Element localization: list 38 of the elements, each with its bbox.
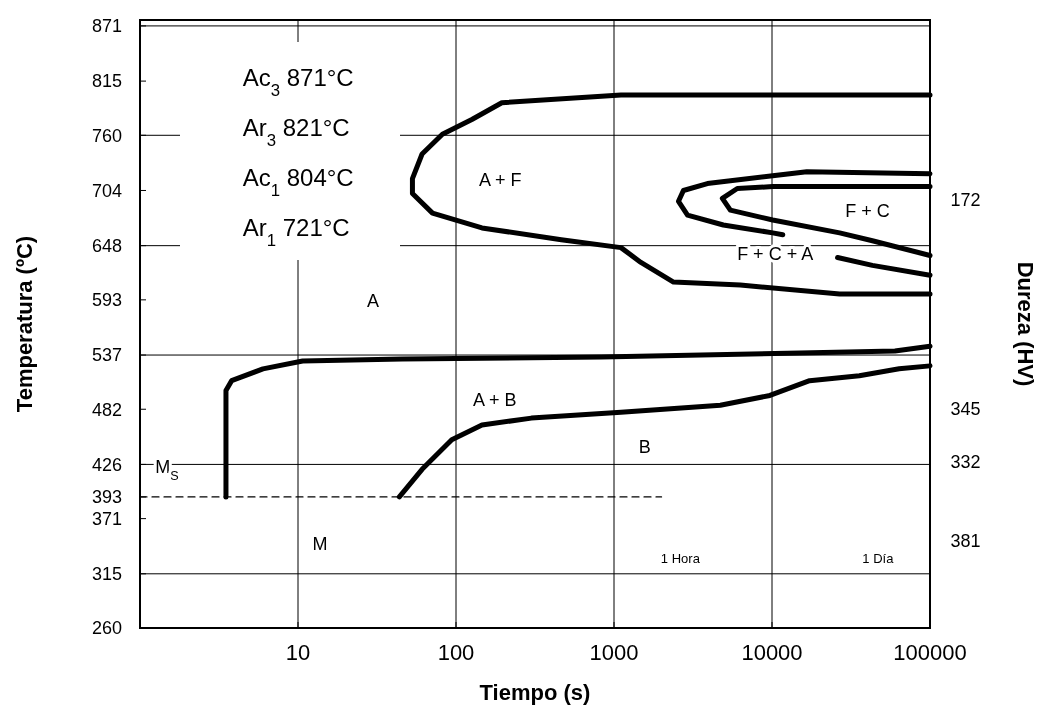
y2-axis-title: Dureza (HV) xyxy=(1013,261,1038,387)
annotation: 1 Día xyxy=(862,551,895,567)
annotation: Ac$_{3}$ 871°C xyxy=(242,64,354,100)
annotation: Ar$_{3}$ 821°C xyxy=(242,114,350,150)
annotation: A + B xyxy=(472,390,517,411)
annotation: F + C xyxy=(845,201,890,222)
y-tick-label: 537 xyxy=(91,345,122,366)
x-tick-label: 100000 xyxy=(893,640,967,665)
annotation: B xyxy=(638,437,651,458)
y-tick-label: 593 xyxy=(91,290,122,311)
y-tick-label: 371 xyxy=(91,508,122,529)
y-tick-label: 815 xyxy=(91,71,122,92)
text: 172 xyxy=(950,189,981,210)
y-tick-label: 648 xyxy=(91,235,122,256)
y-tick-label: 760 xyxy=(91,125,122,146)
y-tick-label: 704 xyxy=(91,180,122,201)
text: 332 xyxy=(950,451,981,472)
y-tick-label: 315 xyxy=(91,564,122,585)
x-tick-label: 10000 xyxy=(741,640,803,665)
y-tick-label: 482 xyxy=(91,399,122,420)
text: 381 xyxy=(950,531,981,552)
x-tick-label: 1000 xyxy=(589,640,639,665)
x-axis-title: Tiempo (s) xyxy=(479,680,591,705)
annotation: A xyxy=(367,290,380,311)
annotation: A + F xyxy=(478,169,522,190)
annotation: F + C + A xyxy=(737,243,814,264)
text: 345 xyxy=(950,399,981,420)
annotation: Ac$_{1}$ 804°C xyxy=(242,163,354,200)
y-tick-label: 871 xyxy=(91,16,122,37)
annotation: 1 Hora xyxy=(660,551,701,567)
x-tick-label: 100 xyxy=(437,640,475,665)
y-tick-label: 426 xyxy=(91,454,122,475)
annotation: M xyxy=(312,534,328,555)
y-axis-title: Temperatura (ºC) xyxy=(12,235,37,413)
annotation: Ar$_{1}$ 721°C xyxy=(242,213,350,250)
x-tick-label: 10 xyxy=(285,640,311,665)
y-tick-label: 393 xyxy=(91,487,122,508)
y-tick-label: 260 xyxy=(91,618,122,639)
